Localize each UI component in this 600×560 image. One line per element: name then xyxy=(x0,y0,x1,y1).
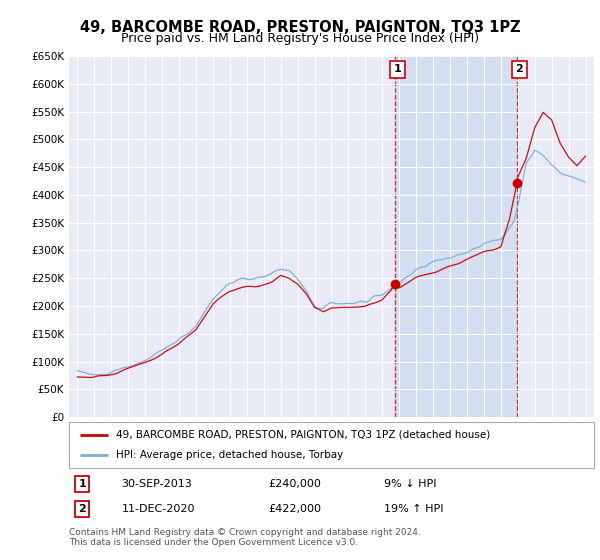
Text: 9% ↓ HPI: 9% ↓ HPI xyxy=(384,479,437,489)
Text: Contains HM Land Registry data © Crown copyright and database right 2024.
This d: Contains HM Land Registry data © Crown c… xyxy=(69,528,421,547)
Text: £422,000: £422,000 xyxy=(269,505,322,514)
Text: 1: 1 xyxy=(78,479,86,489)
Text: 11-DEC-2020: 11-DEC-2020 xyxy=(121,505,195,514)
Text: 1: 1 xyxy=(394,64,401,74)
Text: 2: 2 xyxy=(78,505,86,514)
Text: 19% ↑ HPI: 19% ↑ HPI xyxy=(384,505,443,514)
Text: £240,000: £240,000 xyxy=(269,479,322,489)
Text: 49, BARCOMBE ROAD, PRESTON, PAIGNTON, TQ3 1PZ: 49, BARCOMBE ROAD, PRESTON, PAIGNTON, TQ… xyxy=(80,20,520,35)
Text: HPI: Average price, detached house, Torbay: HPI: Average price, detached house, Torb… xyxy=(116,450,343,460)
Bar xyxy=(395,56,517,417)
Text: 49, BARCOMBE ROAD, PRESTON, PAIGNTON, TQ3 1PZ (detached house): 49, BARCOMBE ROAD, PRESTON, PAIGNTON, TQ… xyxy=(116,430,491,440)
Text: 30-SEP-2013: 30-SEP-2013 xyxy=(121,479,192,489)
Text: Price paid vs. HM Land Registry's House Price Index (HPI): Price paid vs. HM Land Registry's House … xyxy=(121,32,479,45)
Text: 2: 2 xyxy=(515,64,523,74)
